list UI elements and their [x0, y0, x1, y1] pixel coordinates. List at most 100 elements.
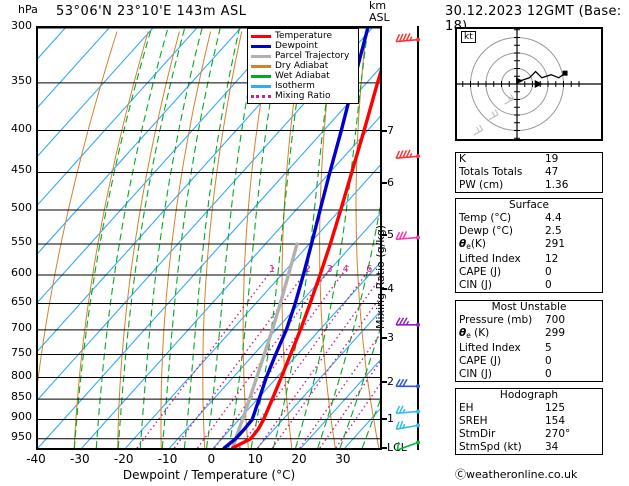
- legend-item-mixing-ratio: Mixing Ratio: [251, 91, 355, 101]
- dewpoint-curve: [222, 28, 370, 448]
- copyright-symbol: Ⓒ: [455, 468, 466, 481]
- data-row-totals-totals: Totals Totals 47: [456, 166, 602, 179]
- temperature-tick-minus20: -20: [113, 452, 134, 466]
- height-unit-line2: ASL: [369, 11, 390, 24]
- legend-item-dry-adiabat: Dry Adiabat: [251, 61, 355, 71]
- wind-barb: [395, 420, 420, 430]
- data-row-lifted-index: Lifted Index 12: [456, 253, 602, 266]
- wind-barb-svg: [395, 26, 420, 451]
- height-tick-mark: [381, 337, 387, 339]
- legend-item-isotherm: Isotherm: [251, 81, 355, 91]
- temperature-tick-10: 10: [247, 452, 263, 466]
- pressure-unit-label: hPa: [18, 3, 38, 16]
- pressure-tick-350: 350: [11, 73, 32, 87]
- data-row-value: 0: [545, 279, 552, 291]
- data-row-value: 12: [545, 253, 559, 265]
- data-row-stmspd-kt: StmSpd (kt) 34: [456, 441, 602, 454]
- panel-title: Most Unstable: [491, 301, 567, 313]
- data-row-label: PW (cm): [459, 179, 504, 191]
- data-row-value: 1.36: [545, 179, 569, 191]
- data-row-value: 2.5: [545, 225, 562, 237]
- data-row-label: Lifted Index: [459, 253, 521, 265]
- svg-text:3: 3: [326, 264, 332, 275]
- legend-swatch-icon: [251, 34, 271, 38]
- height-tick-mark: [381, 381, 387, 383]
- hodograph-mini-barb: [488, 109, 499, 121]
- pressure-tick-800: 800: [11, 368, 32, 382]
- temperature-tick-20: 20: [291, 452, 307, 466]
- data-row-value: 291: [545, 238, 566, 250]
- data-row-k: K 19: [456, 153, 602, 166]
- most-unstable-panel: Most Unstable Pressure (mb) 700 θe (K) 299 Li…: [455, 300, 603, 382]
- temperature-tick-minus40: -40: [26, 452, 46, 466]
- data-row-label: CAPE (J): [459, 355, 502, 367]
- data-row-label: Lifted Index: [459, 342, 521, 354]
- legend-label: Parcel Trajectory: [275, 50, 350, 61]
- data-row-label: StmDir: [459, 428, 496, 440]
- temperature-tick-minus10: -10: [157, 452, 178, 466]
- svg-text:2: 2: [305, 264, 311, 275]
- data-row-value: 4.4: [545, 212, 562, 224]
- surface-parcel-panel: Surface Temp (°C) 4.4 Dewp (°C) 2.5 θe(K) 291 L…: [455, 198, 603, 293]
- data-row-sreh: SREH 154: [456, 415, 602, 428]
- data-row-label: SREH: [459, 415, 488, 427]
- data-row-cape-j: CAPE (J) 0: [456, 355, 602, 368]
- data-row-label: CAPE (J): [459, 266, 502, 278]
- data-row-label: StmSpd (kt): [459, 441, 522, 453]
- data-row-temp-c: Temp (°C) 4.4: [456, 212, 602, 225]
- data-row-label: θe (K): [459, 327, 490, 340]
- height-unit-line1: km: [369, 0, 387, 12]
- wind-barb: [395, 405, 420, 415]
- panel-title: Hodograph: [499, 389, 559, 401]
- height-tick-1: 1: [387, 412, 394, 425]
- svg-text:1: 1: [269, 264, 275, 275]
- data-row-eh: EH 125: [456, 402, 602, 415]
- height-unit-label: km ASL: [369, 0, 390, 24]
- legend-label: Mixing Ratio: [275, 90, 331, 101]
- data-row-label: Totals Totals: [459, 166, 523, 178]
- wind-barb: [395, 378, 420, 389]
- pressure-tick-300: 300: [11, 19, 32, 32]
- legend-label: Isotherm: [275, 80, 315, 91]
- x-axis-title: Dewpoint / Temperature (°C): [122, 468, 296, 482]
- mixing-ratio-lines-group: [136, 265, 380, 448]
- height-tick-mark: [381, 130, 387, 132]
- dry-adiabat-lines-group: [38, 31, 380, 448]
- pressure-tick-700: 700: [11, 320, 32, 334]
- data-row-value: 299: [545, 327, 566, 339]
- temperature-tick-0: 0: [207, 452, 216, 466]
- data-row-value: 154: [545, 415, 566, 427]
- data-row-label: EH: [459, 402, 474, 414]
- legend-swatch-icon: [251, 74, 271, 78]
- legend-item-parcel-trajectory: Parcel Trajectory: [251, 51, 355, 61]
- height-tick-3: 3: [387, 331, 394, 344]
- height-tick-5: 5: [387, 228, 394, 241]
- data-row-value: 125: [545, 402, 566, 414]
- data-row-pressure-mb: Pressure (mb) 700: [456, 314, 602, 327]
- parcel-trajectory-curve: [231, 242, 299, 448]
- isobar-lines-group: [38, 28, 380, 440]
- data-row-value: 5: [545, 342, 552, 354]
- svg-text:4: 4: [343, 264, 349, 275]
- data-row-value: 34: [545, 441, 559, 453]
- legend-swatch-icon: [251, 54, 271, 58]
- data-row-dewp-c: Dewp (°C) 2.5: [456, 225, 602, 238]
- height-tick-LCL: LCL: [387, 441, 407, 454]
- wet-adiabat-lines-group: [73, 28, 380, 448]
- legend-swatch-icon: [251, 84, 271, 88]
- legend-swatch-icon: [251, 94, 271, 98]
- data-row-cin-j: CIN (J) 0: [456, 279, 602, 292]
- pressure-tick-600: 600: [11, 265, 32, 279]
- data-row-value: 0: [545, 368, 552, 380]
- data-row-pw-cm: PW (cm) 1.36: [456, 179, 602, 192]
- temperature-curve: [231, 68, 380, 448]
- data-row-value: 47: [545, 166, 559, 178]
- height-tick-4: 4: [387, 282, 394, 295]
- pressure-tick-850: 850: [11, 390, 32, 404]
- data-row-label: Pressure (mb): [459, 314, 533, 326]
- data-row-cape-j: CAPE (J) 0: [456, 266, 602, 279]
- copyright-label: Ⓒweatheronline.co.uk: [455, 466, 577, 482]
